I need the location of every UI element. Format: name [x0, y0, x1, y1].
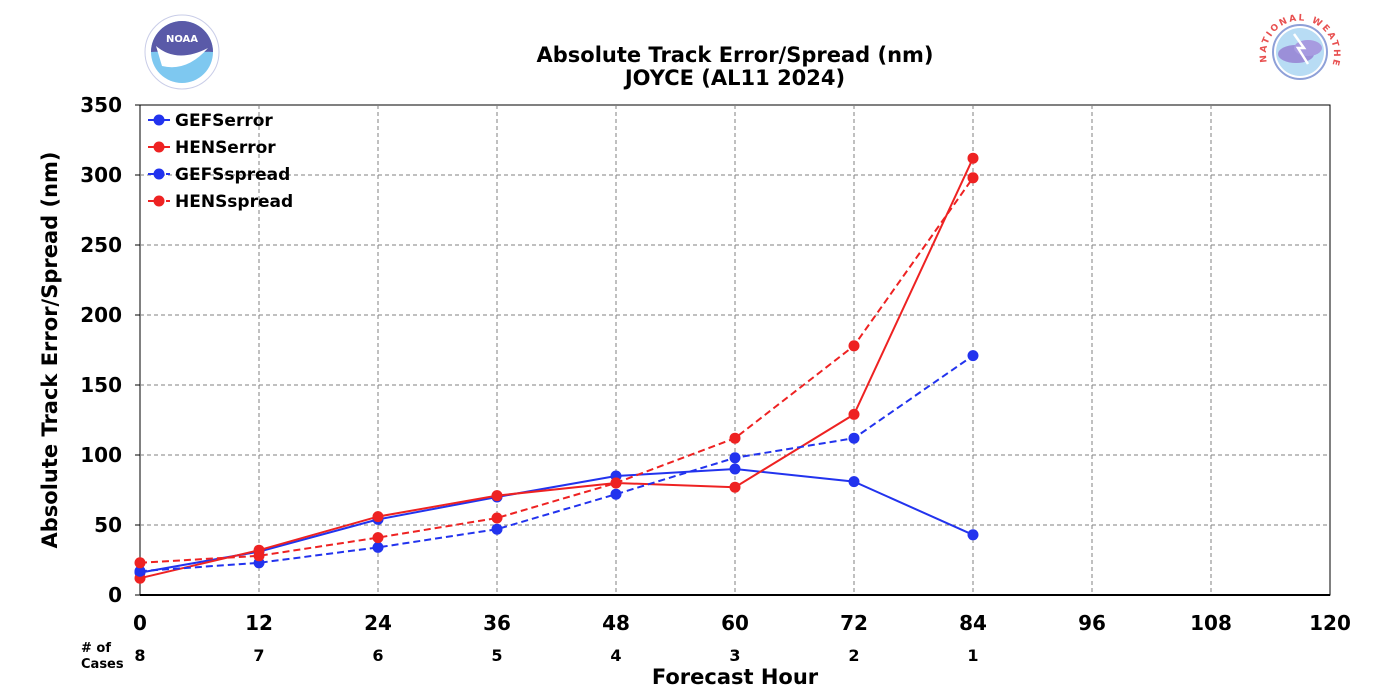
data-point-hensspread — [967, 172, 979, 184]
cases-count-label: 6 — [372, 646, 383, 665]
x-tick-label: 0 — [133, 611, 147, 635]
noaa-logo: NOAA — [144, 14, 220, 90]
data-point-gefserror — [967, 529, 979, 541]
x-tick-label: 36 — [483, 611, 511, 635]
series-line-hensspread — [139, 177, 974, 564]
series-line-gefsspread — [139, 354, 974, 573]
data-point-hensspread — [372, 532, 384, 544]
x-axis-title: Forecast Hour — [652, 665, 819, 689]
data-point-gefsspread — [372, 541, 384, 553]
chart-title: Absolute Track Error/Spread (nm) — [536, 43, 933, 67]
legend-label: GEFSerror — [175, 111, 273, 131]
data-point-gefserror — [848, 476, 860, 488]
y-tick-label: 0 — [108, 583, 122, 607]
chart-subtitle: JOYCE (AL11 2024) — [623, 66, 845, 90]
y-tick-label: 250 — [80, 233, 122, 257]
x-tick-label: 96 — [1078, 611, 1106, 635]
x-tick-labels: 0 12 24 36 48 60 72 84 96 108 120 — [133, 611, 1351, 635]
data-point-gefsspread — [729, 452, 741, 464]
data-point-hensspread — [491, 512, 503, 524]
cases-count-label: 7 — [253, 646, 264, 665]
legend-label: HENSspread — [175, 192, 293, 212]
y-tick-label: 50 — [94, 513, 122, 537]
legend-label: HENSerror — [175, 138, 276, 158]
y-tick-label: 150 — [80, 373, 122, 397]
x-tick-label: 48 — [602, 611, 630, 635]
noaa-logo-text: NOAA — [166, 34, 198, 45]
x-tick-label: 60 — [721, 611, 749, 635]
cases-count-label: 8 — [134, 646, 145, 665]
y-tick-labels: 0 50 100 150 200 250 300 350 — [80, 93, 140, 607]
legend-item-gefserror: GEFSerror — [148, 111, 273, 131]
data-point-gefsspread — [610, 488, 622, 500]
cases-row: # of Cases 8 7 6 5 4 3 2 1 — [81, 641, 979, 672]
data-point-hensspread — [848, 340, 860, 352]
y-tick-label: 350 — [80, 93, 122, 117]
y-axis-title: Absolute Track Error/Spread (nm) — [38, 151, 62, 548]
data-point-henserror — [491, 490, 503, 502]
data-point-henserror — [967, 152, 979, 164]
cases-count-label: 2 — [848, 646, 859, 665]
series-hensspread — [134, 172, 979, 569]
cases-count-label: 3 — [729, 646, 740, 665]
cases-header-line1: # of — [81, 641, 111, 656]
series-line-henserror — [139, 157, 974, 580]
legend-swatch-marker — [153, 141, 165, 153]
x-tick-label: 24 — [364, 611, 392, 635]
data-point-gefserror — [729, 463, 741, 475]
series-line-gefserror — [139, 467, 974, 574]
cases-count-label: 5 — [491, 646, 502, 665]
legend-label: GEFSspread — [175, 165, 290, 185]
x-tick-label: 108 — [1190, 611, 1232, 635]
data-point-gefsspread — [848, 432, 860, 444]
x-tick-label: 84 — [959, 611, 987, 635]
legend-swatch-marker — [153, 195, 165, 207]
x-tick-label: 120 — [1309, 611, 1351, 635]
data-point-gefsspread — [491, 523, 503, 535]
data-point-henserror — [372, 511, 384, 523]
series-layer — [134, 152, 979, 584]
data-point-hensspread — [253, 550, 265, 562]
cases-header-line2: Cases — [81, 657, 124, 672]
data-point-gefsspread — [134, 565, 146, 577]
y-tick-label: 300 — [80, 163, 122, 187]
legend-item-gefsspread: GEFSspread — [148, 165, 290, 185]
x-tick-label: 12 — [245, 611, 273, 635]
data-point-henserror — [848, 408, 860, 420]
data-point-hensspread — [134, 557, 146, 569]
series-gefsspread — [134, 350, 979, 577]
legend: GEFSerror HENSerror GEFSspread HENSspread — [148, 111, 293, 212]
legend-swatch-marker — [153, 168, 165, 180]
nws-logo: NATIONAL WEATHER SERVICE — [1259, 13, 1339, 89]
plot-area — [134, 104, 1331, 596]
legend-item-henserror: HENSerror — [148, 138, 276, 158]
cases-count-label: 1 — [967, 646, 978, 665]
legend-swatch-marker — [153, 114, 165, 126]
y-tick-label: 100 — [80, 443, 122, 467]
cases-count-label: 4 — [610, 646, 621, 665]
data-point-gefsspread — [967, 350, 979, 362]
data-point-henserror — [729, 481, 741, 493]
data-point-hensspread — [729, 432, 741, 444]
y-tick-label: 200 — [80, 303, 122, 327]
data-point-hensspread — [610, 477, 622, 489]
legend-item-hensspread: HENSspread — [148, 192, 293, 212]
x-tick-label: 72 — [840, 611, 868, 635]
